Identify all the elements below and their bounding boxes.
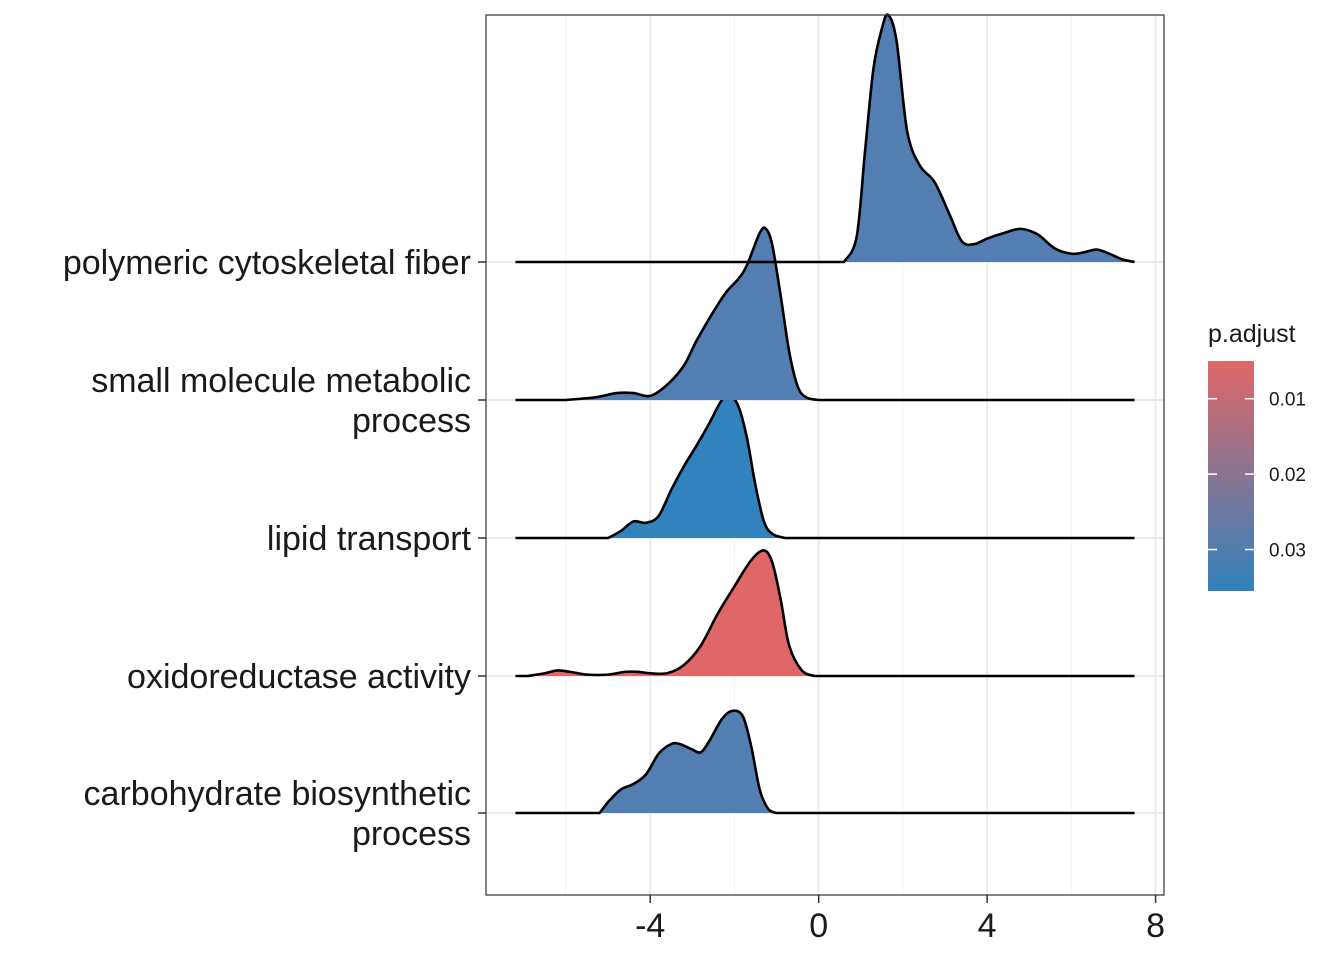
x-axis: -4 0 4 8 <box>635 895 1165 945</box>
x-tick-label: 4 <box>978 907 997 945</box>
y-tick-label: lipid transport <box>267 520 472 558</box>
ridge-fill <box>566 227 819 400</box>
legend-title: p.adjust <box>1208 320 1296 348</box>
ridge-oxidoreductase-activity <box>515 549 1135 678</box>
ridge-outline <box>515 226 1135 402</box>
y-tick-label: process <box>352 402 471 440</box>
ridge-outline <box>515 709 1135 815</box>
x-tick-label: 8 <box>1146 907 1165 945</box>
ridge-fill <box>843 14 1135 263</box>
ridge-outline <box>515 549 1135 678</box>
ridge-outline <box>515 13 1135 264</box>
legend: p.adjust 0.01 0.02 0.03 <box>1208 320 1306 591</box>
legend-tick-label: 0.03 <box>1269 541 1306 562</box>
ridge-carbohydrate-biosynthetic-process <box>515 709 1135 815</box>
y-tick-label: small molecule metabolic <box>91 362 471 400</box>
legend-colorbar <box>1208 361 1254 591</box>
ridges <box>515 13 1135 815</box>
ridge-small-molecule-metabolic-process <box>515 226 1135 402</box>
grid-lines <box>486 15 1164 895</box>
x-tick-label: -4 <box>635 907 665 945</box>
ridge-fill <box>599 710 777 813</box>
y-axis: carbohydrate biosyntheticprocessoxidored… <box>63 244 486 853</box>
ridge-fill <box>528 550 815 676</box>
y-tick-label: polymeric cytoskeletal fiber <box>63 244 471 282</box>
legend-tick-label: 0.01 <box>1269 390 1306 411</box>
ridge-outline <box>515 394 1135 540</box>
y-tick-label: process <box>352 815 471 853</box>
y-tick-label: carbohydrate biosynthetic <box>84 775 471 813</box>
panel-border <box>485 14 1165 896</box>
legend-ticks: 0.01 0.02 0.03 <box>1208 390 1306 562</box>
ridge-fill <box>608 395 785 538</box>
y-tick-label: oxidoreductase activity <box>127 658 471 696</box>
ridge-lipid-transport <box>515 394 1135 540</box>
x-tick-label: 0 <box>809 907 828 945</box>
ridge-polymeric-cytoskeletal-fiber <box>515 13 1135 264</box>
legend-tick-label: 0.02 <box>1269 465 1306 486</box>
